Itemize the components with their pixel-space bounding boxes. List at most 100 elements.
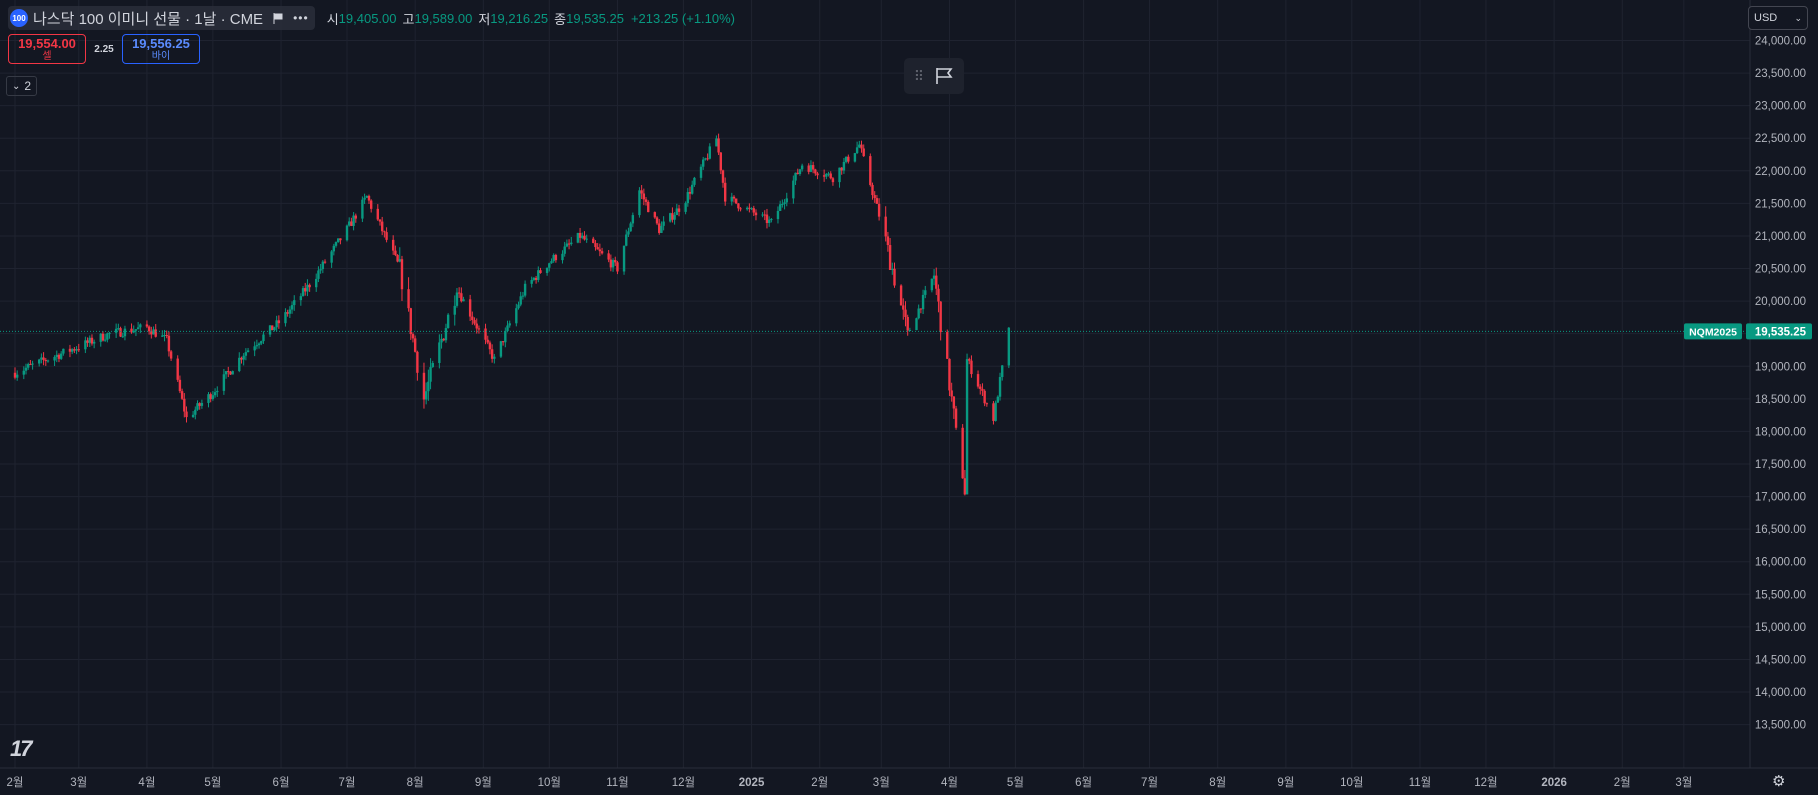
candle-body: [391, 239, 395, 251]
symbol-logo-icon: 100: [10, 9, 28, 27]
candle-body: [825, 173, 828, 177]
candle-body: [139, 324, 142, 328]
candle-body: [301, 288, 305, 297]
candle-body: [119, 328, 122, 337]
time-tick-label: 10월: [1340, 776, 1363, 789]
price-tick-label: 19,000.00: [1755, 361, 1806, 373]
candle-body: [539, 270, 542, 273]
candle-body: [380, 221, 384, 232]
candle-body: [675, 208, 679, 216]
candle-body: [473, 320, 476, 324]
candle-body: [394, 250, 397, 255]
floating-toolbar[interactable]: ⠿: [904, 58, 964, 94]
candle-body: [471, 316, 474, 321]
candle-body: [862, 148, 865, 157]
change-value: +213.25 (+1.10%): [630, 10, 736, 26]
candle-body: [29, 364, 32, 366]
candle-body: [611, 260, 615, 268]
buy-button[interactable]: 19,556.25 바이: [122, 34, 200, 64]
price-tick-label: 14,000.00: [1755, 687, 1806, 699]
candle-body: [24, 367, 28, 371]
candle-body: [708, 146, 711, 159]
candle-body: [629, 223, 632, 232]
candle-body: [154, 329, 157, 337]
flag-icon[interactable]: [934, 67, 954, 85]
time-tick-label: 4월: [941, 776, 958, 789]
candle-body: [106, 333, 109, 340]
candle-body: [457, 292, 461, 294]
sell-price: 19,554.00: [18, 35, 76, 51]
candle-body: [869, 156, 872, 185]
candle-body: [998, 377, 1002, 397]
gear-icon[interactable]: ⚙: [1772, 773, 1786, 790]
candle-body: [407, 289, 410, 309]
candle-body: [77, 349, 80, 351]
candle-body: [915, 318, 918, 331]
candle-body: [961, 427, 964, 479]
more-dots-icon[interactable]: •••: [293, 11, 309, 25]
candle-body: [257, 343, 261, 346]
symbol-selector[interactable]: 100 나스닥 100 이미니 선물 · 1날 · CME •••: [8, 6, 315, 30]
high-label: 고: [402, 11, 415, 27]
time-tick-label: 2026: [1541, 777, 1567, 789]
candle-body: [770, 219, 773, 221]
candle-body: [194, 409, 197, 415]
candle-body: [842, 161, 846, 171]
candle-body: [114, 328, 118, 333]
time-tick-label: 7월: [1141, 776, 1158, 789]
candle-body: [970, 360, 973, 375]
candle-body: [488, 342, 492, 350]
candle-body: [145, 324, 149, 327]
price-tick-label: 23,000.00: [1755, 101, 1806, 113]
time-axis[interactable]: 2월 3월 4월 5월 6월 7월 8월 9월 10월 11월 12월 2025 2월 3월 4월 5월 6월 7…: [0, 767, 1818, 789]
drag-handle-icon[interactable]: ⠿: [913, 67, 925, 84]
candle-body: [937, 288, 940, 302]
time-tick-label: 5월: [204, 776, 221, 789]
candle-body: [361, 199, 364, 219]
candle-body: [486, 339, 489, 343]
candle-body: [893, 268, 896, 286]
candle-body: [829, 173, 832, 179]
indicators-toggle[interactable]: ⌄ 2: [6, 76, 38, 96]
candle-body: [565, 243, 569, 247]
low-label: 저: [478, 11, 491, 27]
trade-panel: 19,554.00 셀 2.25 19,556.25 바이: [8, 34, 200, 64]
candle-body: [534, 277, 538, 280]
candle-body: [877, 203, 881, 217]
candle-body: [807, 165, 810, 172]
currency-selector[interactable]: USD ⌄: [1748, 6, 1808, 30]
price-axis[interactable]: 24,000.00 23,500.00 23,000.00 22,500.00 22,0…: [1749, 0, 1806, 768]
flag-icon[interactable]: [273, 12, 283, 24]
tradingview-logo-icon[interactable]: 17: [10, 736, 33, 761]
candle-body: [376, 208, 379, 220]
candle-body: [508, 323, 511, 326]
candle-body: [732, 196, 736, 199]
candle-body: [99, 333, 102, 342]
candle-body: [858, 144, 861, 148]
time-tick-label: 5월: [1007, 776, 1024, 789]
candle-body: [57, 354, 61, 359]
candle-body: [891, 268, 894, 270]
sell-button[interactable]: 19,554.00 셀: [8, 34, 86, 64]
candle-body: [167, 335, 171, 352]
candle-body: [152, 329, 155, 335]
candle-body: [730, 196, 733, 202]
candle-body: [409, 308, 412, 335]
open-label: 시: [326, 11, 339, 27]
candle-body: [59, 353, 63, 359]
candle-body: [994, 402, 997, 421]
candle-body: [669, 213, 672, 222]
candle-body: [963, 478, 967, 495]
candle-body: [607, 253, 610, 260]
candle-body: [822, 175, 826, 177]
candle-body: [622, 245, 626, 272]
candle-body: [490, 349, 494, 359]
candle-body: [578, 232, 582, 238]
candle-body: [930, 278, 934, 291]
symbol-tag-bg: [1684, 323, 1742, 340]
symbol-title[interactable]: 나스닥 100 이미니 선물 · 1날 · CME: [33, 10, 264, 28]
sell-label: 셀: [42, 50, 52, 62]
candle-body: [130, 328, 133, 333]
candle-body: [400, 259, 404, 290]
